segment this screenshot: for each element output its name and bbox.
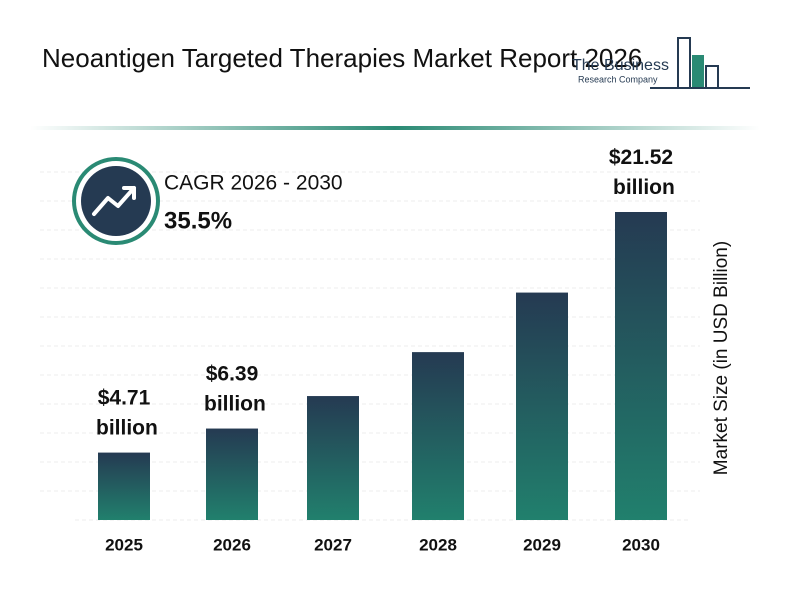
value-label-line: $21.52 — [609, 146, 673, 169]
value-label-line: $4.71 — [98, 386, 151, 409]
x-tick-label: 2029 — [523, 535, 561, 554]
value-label: $21.52 billion — [607, 146, 675, 199]
bar — [307, 396, 359, 520]
value-label-line: billion — [90, 416, 158, 439]
bar — [206, 428, 258, 520]
x-tick-label: 2027 — [314, 535, 352, 554]
bar — [412, 352, 464, 520]
value-label-line: $6.39 — [206, 362, 259, 385]
cagr-value: 35.5% — [164, 207, 232, 234]
y-axis-label: Market Size (in USD Billion) — [711, 241, 732, 475]
chart-title: Neoantigen Targeted Therapies Market Rep… — [42, 43, 642, 73]
logo: The Business Research Company — [572, 37, 750, 89]
logo-text: The Business — [572, 57, 669, 74]
grid-background — [40, 171, 700, 521]
logo-subtext: Research Company — [578, 74, 658, 84]
x-tick-label: 2030 — [622, 535, 660, 554]
value-label-line: billion — [198, 392, 266, 415]
bar — [98, 452, 150, 520]
bar — [516, 292, 568, 520]
x-tick-label: 2025 — [105, 535, 143, 554]
value-label: $6.39 billion — [198, 362, 266, 415]
x-tick-label: 2028 — [419, 535, 457, 554]
cagr-badge — [72, 157, 160, 245]
value-label: $4.71 billion — [90, 386, 158, 439]
cagr-label: CAGR 2026 - 2030 — [164, 172, 343, 195]
value-label-line: billion — [607, 176, 675, 199]
bar — [615, 212, 667, 520]
x-tick-label: 2026 — [213, 535, 251, 554]
divider — [30, 126, 760, 130]
